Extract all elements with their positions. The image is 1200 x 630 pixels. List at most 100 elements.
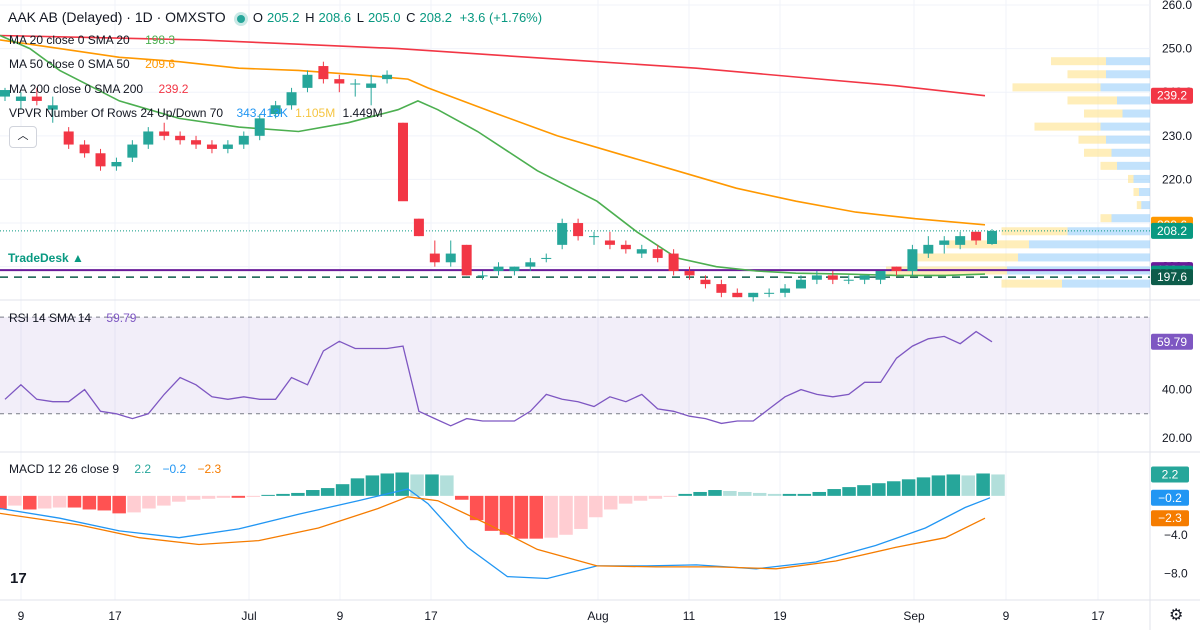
macd-histogram-bar <box>410 474 424 496</box>
macd-histogram-bar <box>112 495 126 514</box>
macd-histogram-bar <box>589 495 603 518</box>
vpvr-total-value: 1.449M <box>342 106 383 120</box>
ma50-legend[interactable]: MA 50 close 0 SMA 50 209.6 <box>9 57 176 71</box>
macd-histogram-bar <box>782 493 797 496</box>
macd-histogram-bar <box>335 484 350 496</box>
candle-down <box>334 79 345 84</box>
macd-histogram-bar <box>8 495 22 506</box>
macd-histogram-bar <box>812 491 827 496</box>
tradingview-logo-icon[interactable]: 17 <box>10 570 27 587</box>
chevron-up-icon: ︿ <box>17 130 29 142</box>
rsi-value: 59.79 <box>106 311 137 325</box>
macd-signal-line <box>0 496 986 570</box>
macd-histogram-bar <box>82 495 97 510</box>
settings-gear-icon[interactable]: ⚙ <box>1169 607 1184 624</box>
price-label-text: 197.6 <box>1157 270 1187 284</box>
macd-histogram-bar <box>544 495 558 538</box>
ma200-value: 239.2 <box>158 82 189 96</box>
ma20-line <box>0 34 986 277</box>
candle-down <box>318 66 329 80</box>
macd-histogram-bar <box>663 495 678 497</box>
macd-histogram-bar <box>291 492 305 496</box>
macd-value-badge-text: −2.3 <box>1158 511 1182 525</box>
macd-histogram-bar <box>261 494 275 496</box>
symbol-title[interactable]: AAK AB (Delayed) · 1D · OMXSTO <box>8 9 226 25</box>
macd-value-badge-text: 2.2 <box>1162 467 1179 481</box>
x-axis-label: 11 <box>683 609 696 623</box>
y-axis-tick-label: 230.0 <box>1162 129 1192 143</box>
macd-histogram-bar <box>186 495 201 500</box>
ohlc-open: 205.2 <box>266 10 300 25</box>
candle-down <box>716 284 727 293</box>
macd-histogram-bar <box>365 475 380 496</box>
macd-histogram-bar <box>767 493 782 496</box>
candle-up <box>270 105 281 115</box>
macd-histogram-bar <box>738 491 752 496</box>
macd-histogram-bar <box>693 491 707 496</box>
macd-axis-label: −8.0 <box>1164 567 1188 581</box>
vpvr-down-bar <box>913 253 1018 262</box>
vpvr-up-bar <box>1111 214 1150 223</box>
candle-up <box>111 161 122 167</box>
vpvr-down-bar <box>1100 161 1117 170</box>
x-axis-label: 9 <box>337 609 344 623</box>
rsi-axis-label: 40.00 <box>1162 383 1192 397</box>
macd-histogram-bar <box>886 481 901 496</box>
macd-histogram-bar <box>0 495 7 510</box>
vpvr-up-bar <box>1133 174 1150 183</box>
macd-histogram-bar <box>440 475 454 496</box>
candle-down <box>429 253 440 263</box>
macd-histogram-bar <box>559 495 573 535</box>
candle-up <box>795 279 806 289</box>
collapse-legend-button[interactable]: ︿ <box>9 126 37 148</box>
candle-down <box>668 253 679 272</box>
rsi-legend[interactable]: RSI 14 SMA 14 59.79 <box>9 311 137 325</box>
vpvr-up-bar <box>1062 279 1150 288</box>
candle-up <box>955 236 966 245</box>
candle-down <box>206 144 217 149</box>
macd-value-badge <box>1151 466 1189 483</box>
macd-histogram-bar <box>961 475 975 496</box>
macd-histogram-bar <box>246 495 260 497</box>
macd-histogram-bar <box>797 493 812 496</box>
vpvr-up-bar <box>1117 161 1150 170</box>
candle-up <box>843 279 854 281</box>
candle-up <box>939 240 950 245</box>
x-axis-label: Jul <box>241 609 256 623</box>
macd-histogram-bar <box>23 495 37 510</box>
price-label-text: 239.2 <box>1157 89 1187 103</box>
macd-histogram-bar <box>350 478 365 496</box>
vpvr-up-bar <box>1067 227 1150 236</box>
candle-down <box>573 223 584 237</box>
x-axis-label: 9 <box>1003 609 1010 623</box>
candle-down <box>79 144 90 154</box>
candle-up <box>509 266 520 272</box>
vpvr-down-bar <box>1001 227 1068 236</box>
macd-value-badge <box>1151 489 1189 506</box>
macd-legend[interactable]: MACD 12 26 close 9 2.2 −0.2 −2.3 <box>9 462 222 476</box>
macd-axis-label: −4.0 <box>1164 528 1188 542</box>
macd-histogram-bar <box>455 495 469 500</box>
vpvr-down-bar <box>1128 174 1134 183</box>
tradedesk-label[interactable]: TradeDesk ▲ <box>8 251 84 265</box>
vpvr-down-bar <box>1078 135 1106 144</box>
macd-histogram-bar <box>157 495 171 506</box>
rsi-axis-label: 20.00 <box>1162 431 1192 445</box>
macd-histogram-bar <box>648 495 663 499</box>
macd-histogram-bar <box>946 474 961 496</box>
candle-up <box>493 266 504 272</box>
macd-histogram-bar <box>603 495 618 510</box>
vpvr-up-bar <box>1141 201 1150 210</box>
candle-up <box>382 74 393 80</box>
ma200-legend[interactable]: MA 200 close 0 SMA 200 239.2 <box>9 82 189 96</box>
candle-up <box>366 83 377 88</box>
ma20-legend[interactable]: MA 20 close 0 SMA 20 198.3 <box>9 33 176 47</box>
macd-histogram-bar <box>127 495 141 513</box>
vpvr-up-bar <box>1106 70 1150 79</box>
candle-up <box>477 275 488 277</box>
macd-histogram-bar <box>723 490 737 496</box>
vpvr-legend[interactable]: VPVR Number Of Rows 24 Up/Down 70 343.41… <box>9 106 383 120</box>
macd-histogram-bar <box>901 479 916 496</box>
